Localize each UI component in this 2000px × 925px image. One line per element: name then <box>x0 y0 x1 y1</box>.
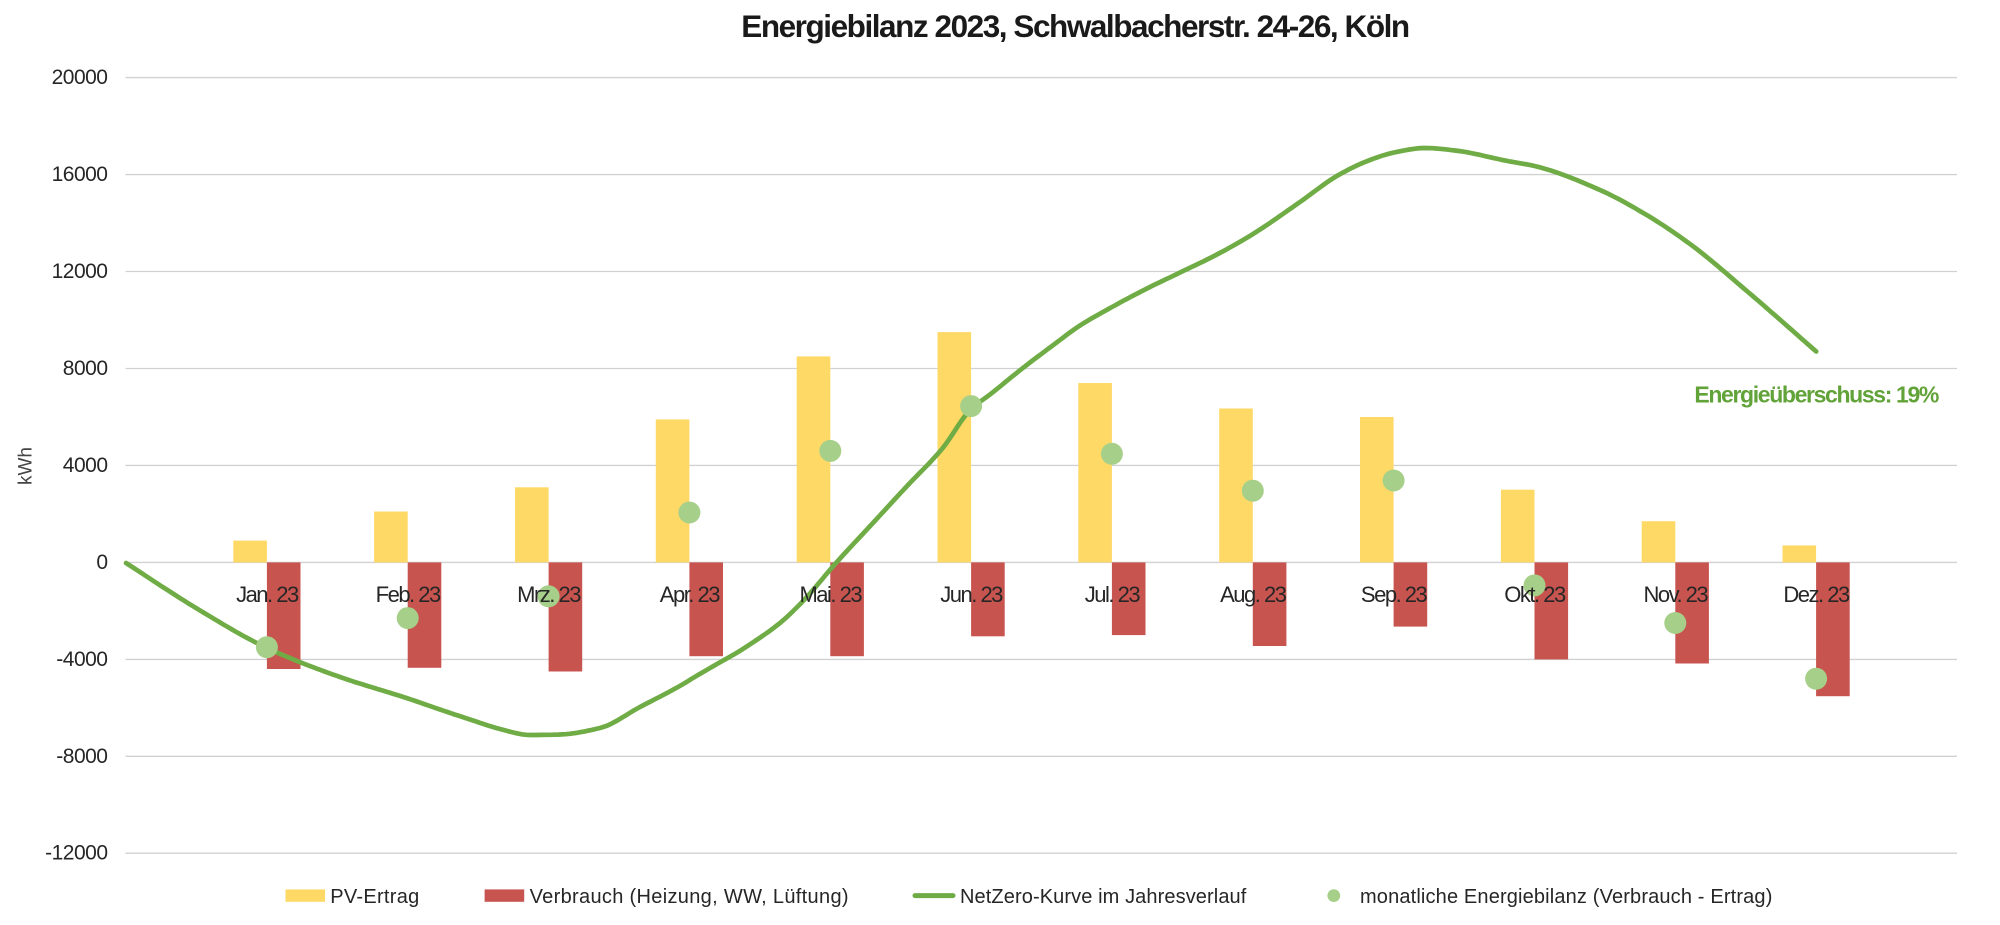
svg-text:Energieüberschuss: 19%: Energieüberschuss: 19% <box>1694 381 1939 407</box>
svg-text:NetZero-Kurve im Jahresverlauf: NetZero-Kurve im Jahresverlauf <box>960 886 1247 908</box>
svg-text:Okt. 23: Okt. 23 <box>1504 582 1566 607</box>
svg-text:Dez. 23: Dez. 23 <box>1783 582 1850 607</box>
svg-text:16000: 16000 <box>52 163 108 186</box>
svg-text:kWh: kWh <box>16 447 37 485</box>
svg-text:Jun. 23: Jun. 23 <box>940 582 1003 607</box>
svg-text:8000: 8000 <box>63 357 108 380</box>
svg-text:Mai. 23: Mai. 23 <box>799 582 862 607</box>
svg-text:-8000: -8000 <box>56 745 107 768</box>
svg-text:4000: 4000 <box>63 454 108 477</box>
svg-text:Apr. 23: Apr. 23 <box>660 582 720 607</box>
svg-text:Verbrauch (Heizung, WW, Lüftun: Verbrauch (Heizung, WW, Lüftung) <box>530 886 849 908</box>
svg-text:Jan. 23: Jan. 23 <box>236 582 299 607</box>
svg-text:-12000: -12000 <box>45 842 107 865</box>
svg-text:Aug. 23: Aug. 23 <box>1220 582 1287 607</box>
svg-text:Nov. 23: Nov. 23 <box>1643 582 1708 607</box>
svg-text:Jul. 23: Jul. 23 <box>1085 582 1141 607</box>
svg-text:20000: 20000 <box>52 66 108 89</box>
svg-text:Sep. 23: Sep. 23 <box>1361 582 1428 607</box>
svg-text:monatliche Energiebilanz (Verb: monatliche Energiebilanz (Verbrauch - Er… <box>1360 886 1773 908</box>
svg-text:0: 0 <box>96 551 107 574</box>
svg-text:PV-Ertrag: PV-Ertrag <box>330 886 419 908</box>
svg-text:Mrz. 23: Mrz. 23 <box>517 582 581 607</box>
svg-text:Energiebilanz 2023, Schwalbach: Energiebilanz 2023, Schwalbacherstr. 24-… <box>741 8 1409 44</box>
svg-text:Feb. 23: Feb. 23 <box>376 582 441 607</box>
svg-text:12000: 12000 <box>52 260 108 283</box>
svg-text:-4000: -4000 <box>56 648 107 671</box>
